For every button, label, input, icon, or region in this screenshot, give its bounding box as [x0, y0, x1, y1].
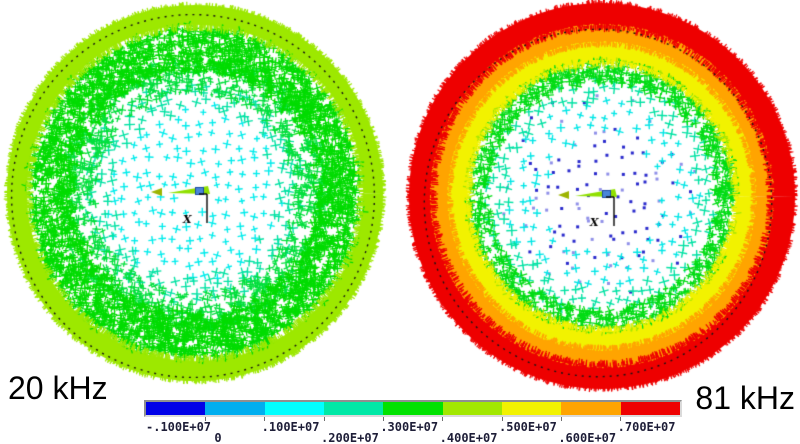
colorbar-segment-3 — [323, 402, 384, 415]
colorbar-tick — [501, 417, 503, 421]
colorbar-tick — [382, 417, 384, 421]
colorbar-ticks — [146, 417, 680, 421]
vector-plot-81khz-canvas — [404, 0, 800, 396]
colorbar-tick — [323, 417, 325, 421]
colorbar-tick-label: .200E+07 — [321, 431, 379, 444]
colorbar-segment-2 — [264, 402, 324, 415]
colorbar-tick — [264, 417, 266, 421]
colorbar-tick-label: .700E+07 — [617, 420, 676, 434]
colorbar-tick-label: -.100E+07 — [146, 420, 212, 434]
colorbar-tick-label: 0 — [214, 431, 222, 444]
colorbar-tick — [442, 417, 444, 421]
colorbar-tick-label: .600E+07 — [558, 431, 617, 444]
colorbar-tick-label: .100E+07 — [261, 420, 320, 434]
colorbar-tick — [620, 417, 622, 421]
colorbar-segment-5 — [442, 402, 502, 415]
colorbar-segment-0 — [146, 402, 206, 415]
colorbar-segment-7 — [561, 402, 621, 415]
vector-plot-20khz-canvas — [0, 0, 392, 392]
colorbar-segment-8 — [620, 402, 680, 415]
frequency-label-right: 81 kHz — [695, 380, 795, 416]
colorbar-tick-label: .300E+07 — [380, 420, 439, 434]
colorbar-tick-label: .500E+07 — [499, 420, 557, 434]
colorbar-segment-1 — [205, 402, 265, 415]
colorbar-tick — [560, 417, 562, 421]
colorbar-tick-labels: -.100E+07 0 .100E+07.200E+07.300E+07.400E+… — [146, 420, 702, 444]
colorbar-gradient-bar — [144, 400, 682, 417]
colorbar-legend: -.100E+07 0 .100E+07.200E+07.300E+07.400E+… — [144, 400, 702, 444]
colorbar-segment-4 — [383, 402, 443, 415]
frequency-label-left: 20 kHz — [8, 370, 108, 406]
colorbar-segment-6 — [501, 402, 562, 415]
colorbar-tick — [204, 417, 206, 421]
colorbar-tick-label: .400E+07 — [439, 431, 498, 444]
